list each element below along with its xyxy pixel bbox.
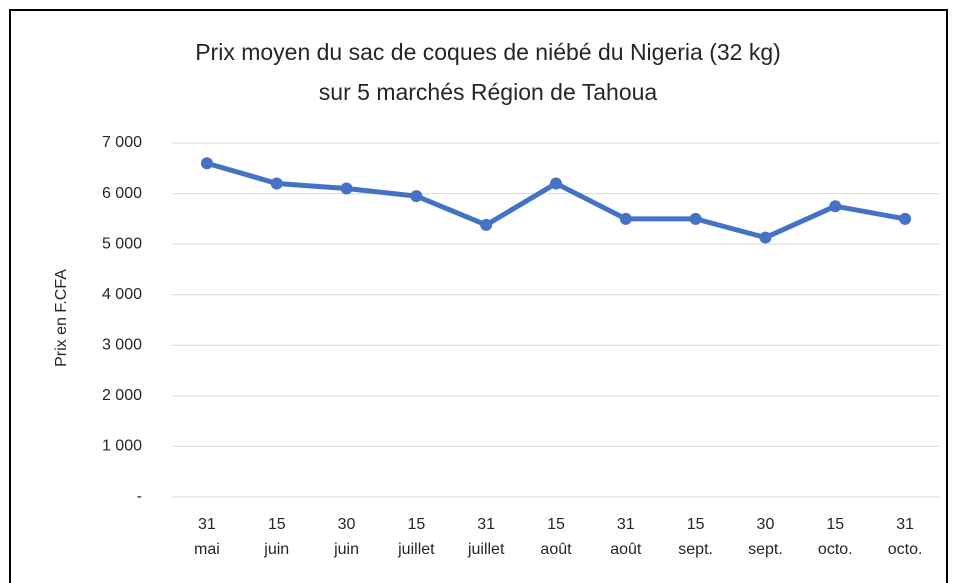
x-tick-label: sept. — [748, 541, 783, 558]
point — [689, 212, 702, 225]
x-tick-label: août — [610, 541, 642, 558]
point — [340, 182, 353, 195]
x-tick-label: juillet — [467, 541, 505, 558]
chart-border — [9, 9, 948, 583]
x-tick-label: mai — [194, 541, 220, 558]
point — [200, 157, 213, 170]
y-tick-label: 3 000 — [102, 337, 142, 354]
y-axis-label: Prix en F.CFA — [53, 269, 70, 367]
point — [899, 212, 912, 225]
y-tick-label: - — [137, 488, 142, 505]
y-tick-label: 6 000 — [102, 185, 142, 202]
point — [829, 200, 842, 213]
x-tick-label: octo. — [888, 541, 923, 558]
x-tick-label: sept. — [678, 541, 713, 558]
x-tick-label: 15 — [407, 516, 425, 533]
x-tick-label: 15 — [547, 516, 565, 533]
point — [270, 177, 283, 190]
x-tick-label: 31 — [198, 516, 216, 533]
x-tick-label: 31 — [477, 516, 495, 533]
chart-title: sur 5 marchés Région de Tahoua — [319, 79, 658, 105]
x-tick-label: juin — [333, 541, 359, 558]
point — [619, 212, 632, 225]
x-tick-label: 31 — [896, 516, 914, 533]
y-tick-label: 4 000 — [102, 286, 142, 303]
point — [480, 218, 493, 231]
x-tick-label: juin — [263, 541, 289, 558]
y-tick-label: 5 000 — [102, 235, 142, 252]
chart-title: Prix moyen du sac de coques de niébé du … — [195, 39, 781, 65]
x-tick-label: juillet — [397, 541, 435, 558]
x-tick-label: 15 — [687, 516, 705, 533]
y-tick-label: 7 000 — [102, 134, 142, 151]
x-tick-label: octo. — [818, 541, 853, 558]
point — [410, 190, 423, 203]
x-tick-label: 30 — [338, 516, 356, 533]
point — [759, 231, 772, 244]
x-tick-label: 31 — [617, 516, 635, 533]
y-tick-label: 1 000 — [102, 438, 142, 455]
x-tick-label: août — [540, 541, 572, 558]
x-tick-label: 15 — [826, 516, 844, 533]
y-tick-label: 2 000 — [102, 387, 142, 404]
x-tick-label: 15 — [268, 516, 286, 533]
point — [550, 177, 562, 190]
x-tick-label: 30 — [757, 516, 775, 533]
